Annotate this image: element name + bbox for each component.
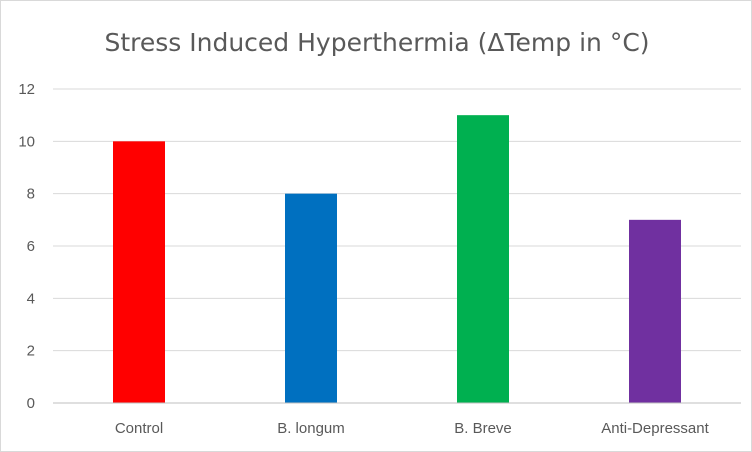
y-tick-label: 8	[27, 186, 35, 203]
y-tick-label: 12	[18, 81, 35, 98]
x-category-label: B. Breve	[454, 420, 512, 437]
x-category-label: Control	[115, 420, 163, 437]
y-tick-label: 0	[27, 395, 35, 412]
chart-title: Stress Induced Hyperthermia (ΔTemp in °C…	[104, 28, 649, 57]
y-tick-label: 10	[18, 133, 35, 150]
gridlines	[53, 88, 741, 352]
bars	[113, 115, 681, 404]
x-category-label: B. longum	[277, 420, 345, 437]
x-category-label: Anti-Depressant	[601, 420, 709, 437]
y-tick-label: 6	[27, 238, 35, 255]
y-tick-label: 2	[27, 343, 35, 360]
y-tick-label: 4	[27, 290, 35, 307]
bar-control	[113, 141, 165, 404]
bar-b-longum	[285, 193, 337, 403]
bar-anti-depressant	[629, 219, 681, 403]
y-axis-ticks: 0 2 4 6 8 10 12	[18, 81, 35, 412]
bar-b-breve	[457, 115, 509, 404]
x-axis-categories: Control B. longum B. Breve Anti-Depressant	[115, 420, 710, 437]
